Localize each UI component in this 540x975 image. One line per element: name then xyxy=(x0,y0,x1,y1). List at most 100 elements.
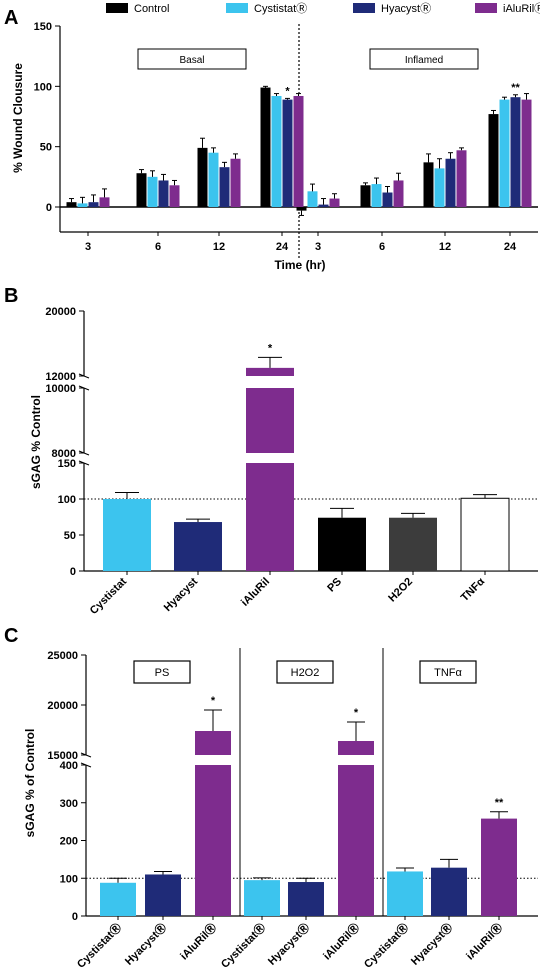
bar-a xyxy=(445,158,456,207)
bar-a xyxy=(88,202,99,207)
x-tick-label-b: H2O2 xyxy=(386,576,415,605)
basal-label: Basal xyxy=(179,55,204,66)
inflamed-box xyxy=(369,48,479,70)
bar-b xyxy=(246,388,294,453)
x-tick-label-a: 3 xyxy=(85,241,91,253)
basal-box xyxy=(137,48,247,70)
bar-a xyxy=(382,192,393,207)
x-tick-label-c: HyacystⓇ xyxy=(122,920,170,968)
bar-c xyxy=(481,818,517,916)
legend-label: CystistatⓇ xyxy=(254,2,307,15)
x-tick-label-c: iAluRilⓇ xyxy=(177,920,219,962)
y-tick-label-a: 150 xyxy=(34,21,52,33)
bar-a xyxy=(169,185,180,207)
bar-c xyxy=(288,882,324,916)
bar-a xyxy=(499,99,510,207)
group-box-ps xyxy=(133,660,191,684)
y-tick-label-b: 100 xyxy=(58,494,76,506)
bar-c xyxy=(387,871,423,916)
y-tick-label-b: 8000 xyxy=(52,448,76,460)
y-tick-label-a: 0 xyxy=(46,202,52,214)
legend: Control CystistatⓇ HyacystⓇ iAluRilⓇ xyxy=(106,2,540,15)
significance-marker-b: * xyxy=(268,342,273,354)
bar-a xyxy=(136,173,147,207)
bar-a xyxy=(219,167,230,207)
y-tick-label-c: 100 xyxy=(60,873,78,885)
bar-a xyxy=(371,184,382,207)
significance-marker-a: ** xyxy=(511,82,520,94)
y-tick-label-a: 100 xyxy=(34,81,52,93)
y-tick-label-c: 25000 xyxy=(47,650,78,662)
y-tick-label-b: 10000 xyxy=(45,383,76,395)
x-tick-label-c: HyacystⓇ xyxy=(408,920,456,968)
significance-marker-c: * xyxy=(211,695,216,707)
bar-b xyxy=(174,522,222,571)
x-tick-label-a: 12 xyxy=(439,241,451,253)
group-label-ps: PS xyxy=(155,667,170,679)
x-tick-label-b: TNFα xyxy=(459,575,488,604)
bar-c xyxy=(145,874,181,916)
x-tick-label-a: 12 xyxy=(213,241,225,253)
bar-a xyxy=(99,197,110,207)
group-label-h2o2: H2O2 xyxy=(291,667,320,679)
group-box-h2o2 xyxy=(276,660,334,684)
bar-a xyxy=(488,114,499,207)
bar-a xyxy=(66,202,77,207)
bar-a xyxy=(329,198,340,207)
panel-label-b: B xyxy=(4,285,18,307)
bar-a xyxy=(423,162,434,207)
y-tick-label-c: 400 xyxy=(60,760,78,772)
x-tick-label-b: iAluRil xyxy=(239,576,272,609)
bar-b xyxy=(389,517,437,571)
bar-a xyxy=(197,147,208,207)
y-tick-label-c: 15000 xyxy=(47,750,78,762)
y-tick-label-c: 20000 xyxy=(47,700,78,712)
x-tick-label-a: 3 xyxy=(315,241,321,253)
x-tick-label-c: CystistatⓇ xyxy=(361,920,412,971)
inflamed-label: Inflamed xyxy=(405,55,443,66)
y-tick-label-c: 200 xyxy=(60,836,78,848)
significance-marker-a: * xyxy=(285,85,290,97)
y-tick-label-c: 0 xyxy=(72,911,78,923)
chart-c: 0100200300400150002000025000CystistatⓇHy… xyxy=(47,648,538,971)
bar-a xyxy=(434,168,445,207)
bar-a xyxy=(456,150,467,207)
y-tick-label-c: 300 xyxy=(60,798,78,810)
bar-c xyxy=(338,741,374,755)
bar-c xyxy=(100,882,136,916)
x-tick-label-a: 6 xyxy=(155,241,161,253)
bar-c xyxy=(338,765,374,916)
bar-a xyxy=(271,95,282,207)
group-label-tnf: TNFα xyxy=(434,667,462,679)
bar-a xyxy=(307,191,318,207)
x-tick-label-a: 6 xyxy=(379,241,385,253)
bar-b xyxy=(103,499,151,571)
y-axis-label-a: % Wound Clousure xyxy=(11,63,25,173)
bar-a xyxy=(360,185,371,207)
bar-a xyxy=(521,99,532,207)
x-tick-label-c: CystistatⓇ xyxy=(74,920,125,971)
bar-a xyxy=(510,97,521,207)
bar-b xyxy=(246,367,294,376)
bar-a xyxy=(293,95,304,207)
y-tick-label-b: 12000 xyxy=(45,371,76,383)
panel-label-c: C xyxy=(4,625,18,647)
x-tick-label-a: 24 xyxy=(504,241,517,253)
legend-swatch xyxy=(475,3,497,13)
x-tick-label-c: CystistatⓇ xyxy=(218,920,269,971)
significance-marker-c: * xyxy=(354,707,359,719)
bar-b xyxy=(318,517,366,571)
bar-c xyxy=(244,880,280,916)
y-tick-label-b: 0 xyxy=(70,566,76,578)
bar-b xyxy=(246,463,294,571)
bar-a xyxy=(147,176,158,207)
bar-c xyxy=(195,731,231,755)
x-axis-label-a: Time (hr) xyxy=(274,258,325,272)
y-tick-label-b: 50 xyxy=(64,530,76,542)
x-tick-label-b: Cystistat xyxy=(88,575,130,617)
bar-a xyxy=(208,152,219,207)
legend-label: iAluRilⓇ xyxy=(503,2,540,15)
y-tick-label-b: 150 xyxy=(58,458,76,470)
